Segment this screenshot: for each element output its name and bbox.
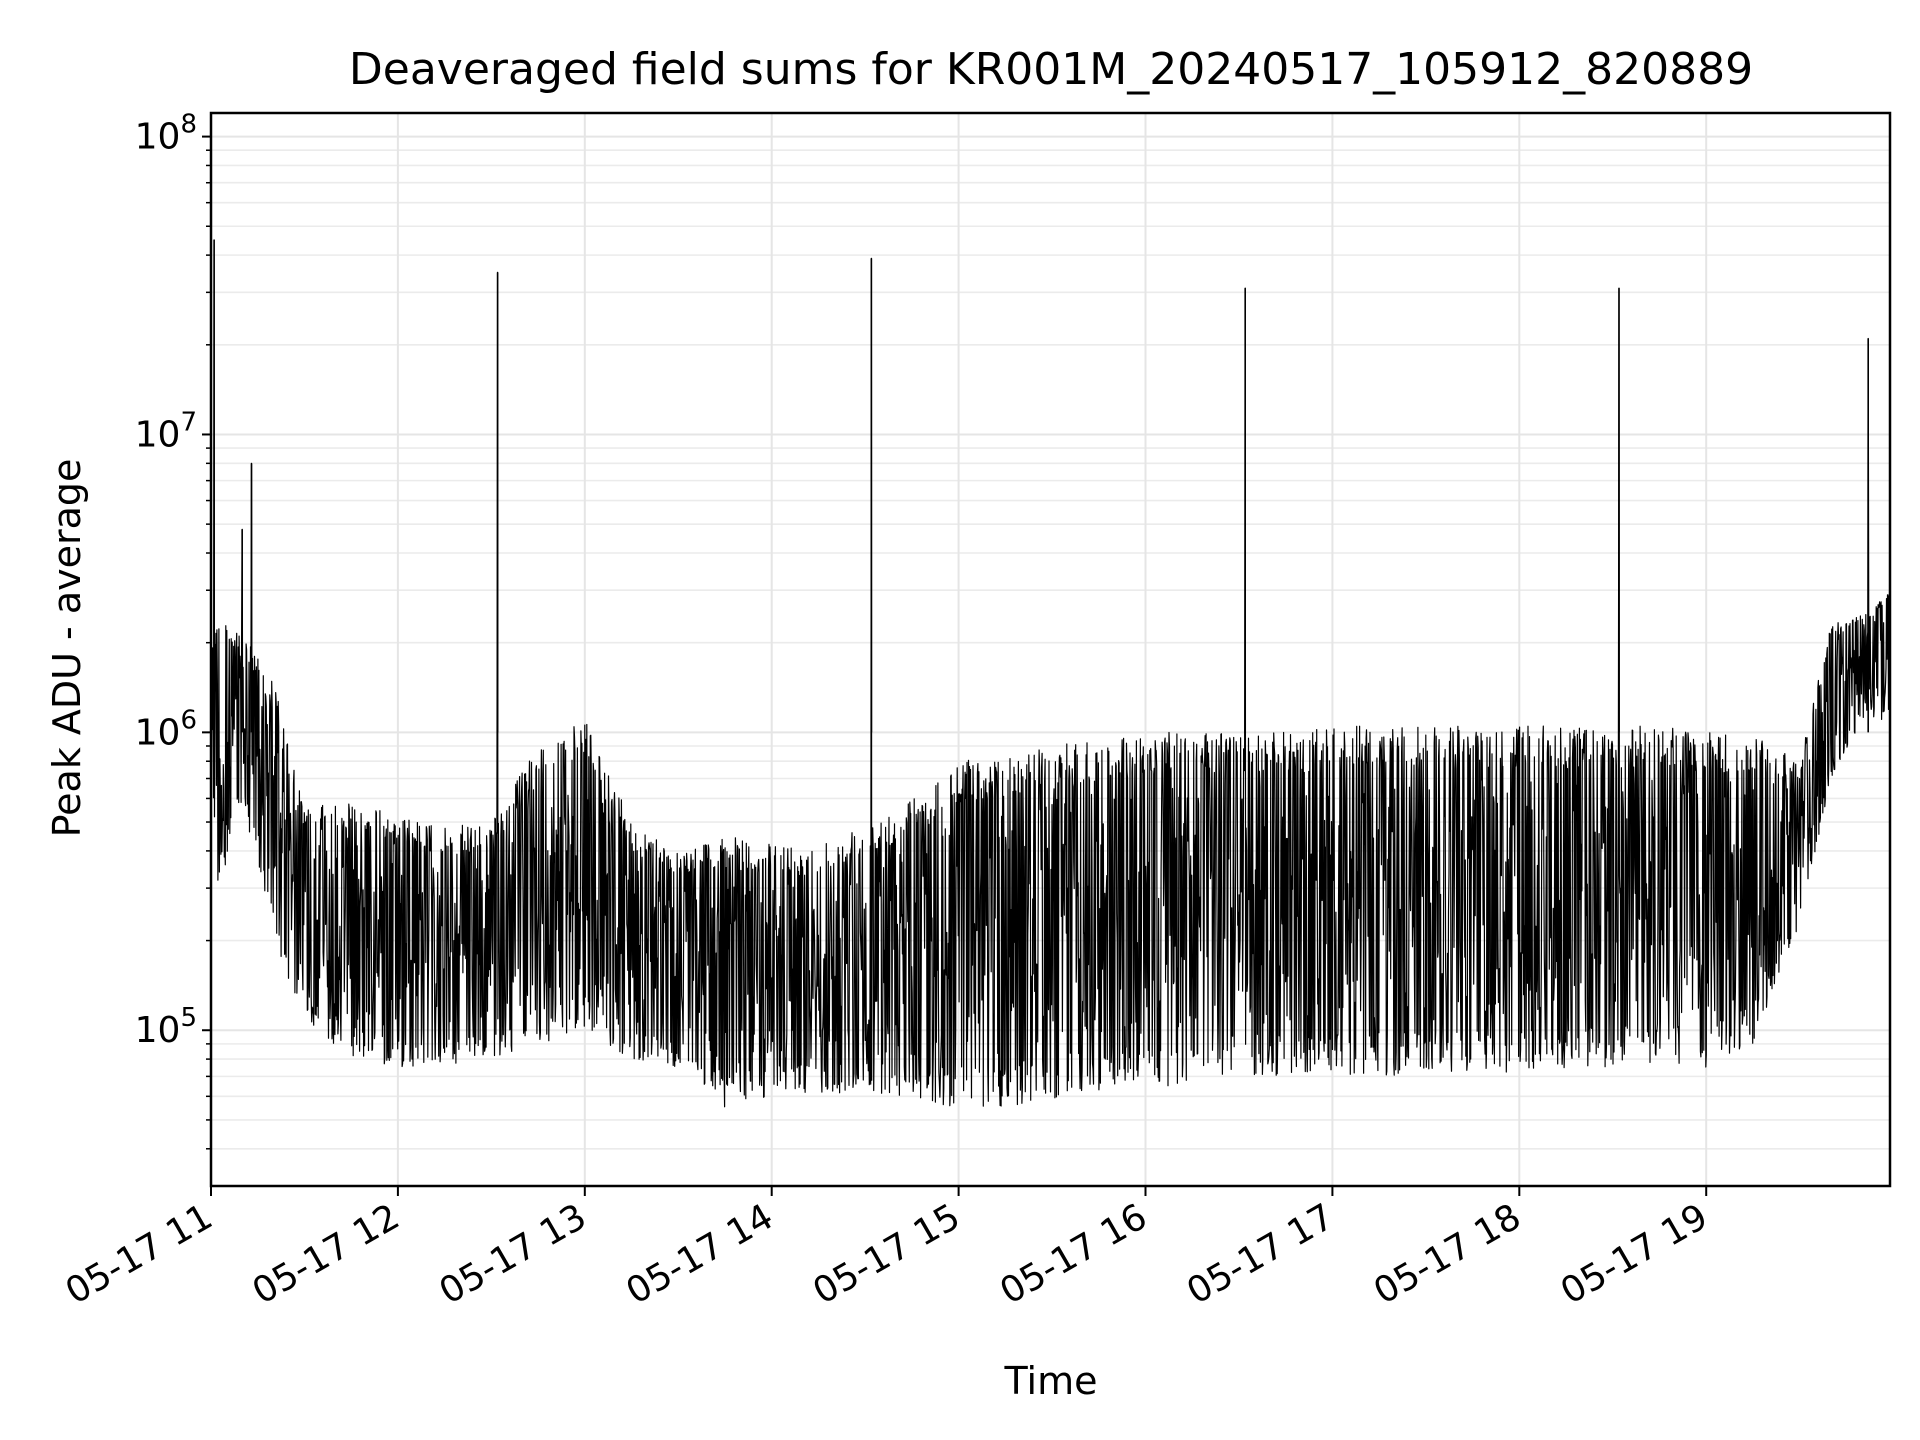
y-axis-label: Peak ADU - average [45,459,89,838]
chart-title: Deaveraged field sums for KR001M_2024051… [349,44,1753,95]
y-tick-label: 107 [135,407,197,455]
y-tick-label: 108 [135,110,197,158]
y-tick-label: 106 [135,705,197,753]
x-axis-label: Time [1004,1359,1098,1403]
plot-frame [209,111,1892,1188]
series-line [210,157,1891,1108]
y-tick-label: 105 [135,1003,197,1051]
y-axis: 105 106 107 108 [135,110,211,1150]
